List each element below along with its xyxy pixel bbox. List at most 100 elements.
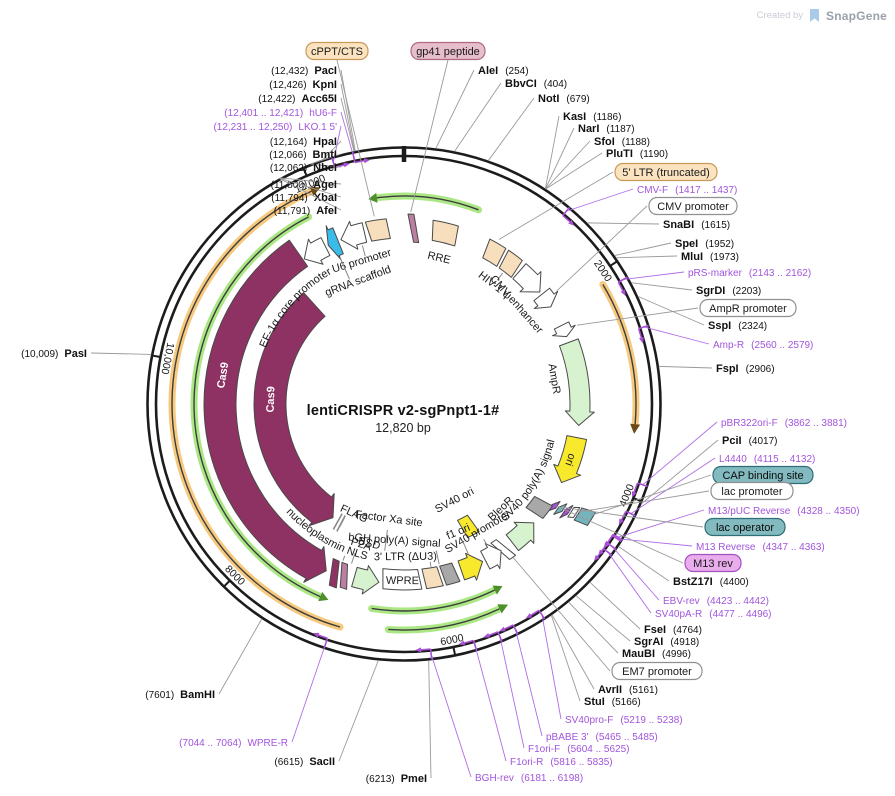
feature-5-ltr-truncated[interactable] [482, 238, 507, 267]
enzyme-label-pmei[interactable]: (6213) PmeI [366, 773, 427, 785]
primer-mark-pbabe-3[interactable] [499, 624, 519, 635]
boxed-label-gp41-peptide[interactable]: gp41 peptide [410, 41, 486, 61]
primer-label-pbr322ori-f[interactable]: pBR322ori-F (3862 .. 3881) [721, 418, 847, 429]
enzyme-label-kasi[interactable]: KasI (1186) [563, 111, 621, 123]
boxed-label-cppt-cts[interactable]: cPPT/CTS [305, 41, 369, 61]
primer-mark-pbr322ori-f[interactable] [631, 482, 648, 498]
enzyme-label-stui[interactable]: StuI (5166) [584, 696, 641, 708]
feature-grna-scaffold[interactable] [325, 225, 344, 261]
feature-sv40-promoter[interactable] [480, 543, 502, 570]
enzyme-label-maubi[interactable]: MauBI (4996) [622, 648, 691, 660]
primer-mark-hu6-f[interactable] [351, 151, 371, 164]
primer-mark-amp-r[interactable] [637, 324, 649, 344]
enzyme-label-bstz17i[interactable]: BstZ17I (4400) [673, 576, 749, 588]
enzyme-label-noti[interactable]: NotI (679) [538, 93, 590, 105]
feature-sv40-ori[interactable] [456, 514, 480, 539]
primer-label-m13-puc-reverse[interactable]: M13/pUC Reverse (4328 .. 4350) [708, 506, 860, 517]
enzyme-label-xbai[interactable]: (11,794) XbaI [271, 192, 337, 204]
enzyme-label-nhei[interactable]: (12,062) NheI [270, 162, 337, 174]
feature-flag-tag[interactable] [332, 513, 346, 532]
feature-em7-promoter-site[interactable] [490, 539, 517, 560]
enzyme-label-bbvci[interactable]: BbvCI (404) [505, 78, 567, 90]
orf-orange-left[interactable] [168, 186, 344, 631]
boxed-label-m13-rev[interactable]: M13 rev [684, 553, 742, 573]
feature-label-p2a[interactable]: P2A [349, 536, 373, 554]
primer-label-bgh-rev[interactable]: BGH-rev (6181 .. 6198) [475, 773, 583, 784]
primer-label-f1ori-f[interactable]: F1ori-F (5604 .. 5625) [528, 744, 630, 755]
enzyme-label-pluti[interactable]: PluTI (1190) [606, 148, 668, 160]
orf-green-bottom-1[interactable] [384, 604, 509, 634]
enzyme-label-mlui[interactable]: MluI (1973) [681, 251, 739, 263]
feature-label-flag[interactable]: FLAG [338, 503, 369, 526]
primer-label-cmv-f[interactable]: CMV-F (1417 .. 1437) [637, 185, 737, 196]
feature-label-cas9[interactable]: Cas9 [215, 361, 231, 389]
feature-f1-ori[interactable] [457, 552, 484, 581]
enzyme-label-fspi[interactable]: FspI (2906) [716, 363, 775, 375]
feature-wpre[interactable] [382, 568, 423, 591]
enzyme-label-kpni[interactable]: (12,426) KpnI [269, 79, 337, 91]
feature-u6-promoter[interactable] [340, 220, 368, 250]
primer-mark-f1ori-f[interactable] [483, 631, 503, 642]
feature-cmv-promoter[interactable] [533, 287, 559, 309]
feature-label-ampr[interactable]: AmpR [546, 363, 563, 395]
feature-ampr-promoter[interactable] [552, 321, 576, 338]
feature-lac-operator-site[interactable] [553, 503, 568, 515]
enzyme-label-bamhi[interactable]: (7601) BamHI [145, 689, 215, 701]
enzyme-label-paci[interactable]: (12,432) PacI [271, 65, 337, 77]
enzyme-label-sgrdi[interactable]: SgrDI (2203) [696, 285, 761, 297]
feature-bsd[interactable] [351, 565, 380, 595]
primer-label-hu6-f[interactable]: (12,401 .. 12,421) hU6-F [224, 108, 337, 119]
orf-orange-right[interactable] [599, 281, 641, 434]
feature-ori[interactable] [553, 435, 588, 484]
feature-cas9-inner[interactable] [253, 292, 335, 527]
orf-green-left[interactable] [190, 213, 329, 602]
enzyme-label-hpai[interactable]: (12,164) HpaI [270, 136, 337, 148]
enzyme-label-fsei[interactable]: FseI (4764) [644, 624, 702, 636]
primer-mark-prs-marker[interactable] [617, 276, 628, 296]
primer-label-sv40pa-r[interactable]: SV40pA-R (4477 .. 4496) [655, 609, 772, 620]
enzyme-label-sacii[interactable]: (6615) SacII [274, 756, 335, 768]
feature-3-ltr-du3[interactable] [421, 566, 444, 590]
feature-bgh-polya-signal[interactable] [439, 562, 461, 586]
feature-cppt-cts[interactable] [364, 218, 391, 242]
primer-label-ebv-rev[interactable]: EBV-rev (4423 .. 4442) [663, 596, 769, 607]
orf-green-top[interactable] [368, 192, 483, 214]
feature-label-3-ltr-u3-[interactable]: 3' LTR (ΔU3) [374, 551, 437, 564]
feature-sv40-polya-signal[interactable] [525, 495, 553, 519]
primer-mark-sv40pro-f[interactable] [525, 609, 546, 620]
primer-label-amp-r[interactable]: Amp-R (2560 .. 2579) [713, 340, 813, 351]
primer-label-l4440[interactable]: L4440 (4115 .. 4132) [719, 454, 815, 465]
primer-mark-wpre-r[interactable] [312, 632, 329, 649]
feature-label-wpre[interactable]: WPRE [386, 575, 419, 587]
feature-ampr[interactable] [558, 338, 595, 426]
enzyme-label-alei[interactable]: AleI (254) [478, 65, 529, 77]
primer-mark-sv40pa-r[interactable] [593, 548, 613, 562]
primer-mark-cmv-f[interactable] [562, 206, 575, 226]
primer-label-lko1-5[interactable]: (12,231 .. 12,250) LKO.1 5' [213, 122, 337, 133]
boxed-label-cmv-promoter[interactable]: CMV promoter [648, 196, 738, 216]
enzyme-label-sspi[interactable]: SspI (2324) [708, 320, 767, 332]
feature-label-bsd[interactable]: BSD [357, 535, 382, 552]
feature-nucleoplasmin-nls[interactable] [328, 558, 340, 589]
feature-hiv-1-psi[interactable] [498, 249, 523, 278]
feature-gp41-peptide[interactable] [407, 213, 420, 244]
enzyme-label-spei[interactable]: SpeI (1952) [675, 238, 734, 250]
enzyme-label-sgrai[interactable]: SgrAI (4918) [634, 636, 699, 648]
enzyme-label-pasi[interactable]: (10,009) PasI [21, 348, 87, 360]
enzyme-label-bmti[interactable]: (12,066) BmtI [269, 149, 337, 161]
enzyme-label-acc65i[interactable]: (12,422) Acc65I [258, 93, 337, 105]
orf-green-bottom-2[interactable] [368, 585, 503, 615]
feature-ef-1a-core-promoter[interactable] [303, 237, 331, 265]
primer-label-f1ori-r[interactable]: F1ori-R (5816 .. 5835) [510, 757, 613, 768]
feature-label-cas9[interactable]: Cas9 [265, 386, 278, 413]
feature-bleor[interactable] [505, 521, 535, 552]
boxed-label-5-ltr-truncated[interactable]: 5' LTR (truncated) [614, 162, 718, 182]
primer-label-pbabe-3[interactable]: pBABE 3' (5465 .. 5485) [546, 732, 658, 743]
feature-lac-promoter-site[interactable] [567, 506, 581, 518]
enzyme-label-nari[interactable]: NarI (1187) [578, 123, 635, 135]
primer-mark-bgh-rev[interactable] [415, 647, 433, 660]
feature-cas9[interactable] [203, 239, 327, 583]
boxed-label-em7-promoter[interactable]: EM7 promoter [611, 661, 703, 681]
primer-label-prs-marker[interactable]: pRS-marker (2143 .. 2162) [688, 268, 811, 279]
feature-label-sv40-ori[interactable]: SV40 ori [433, 485, 476, 515]
